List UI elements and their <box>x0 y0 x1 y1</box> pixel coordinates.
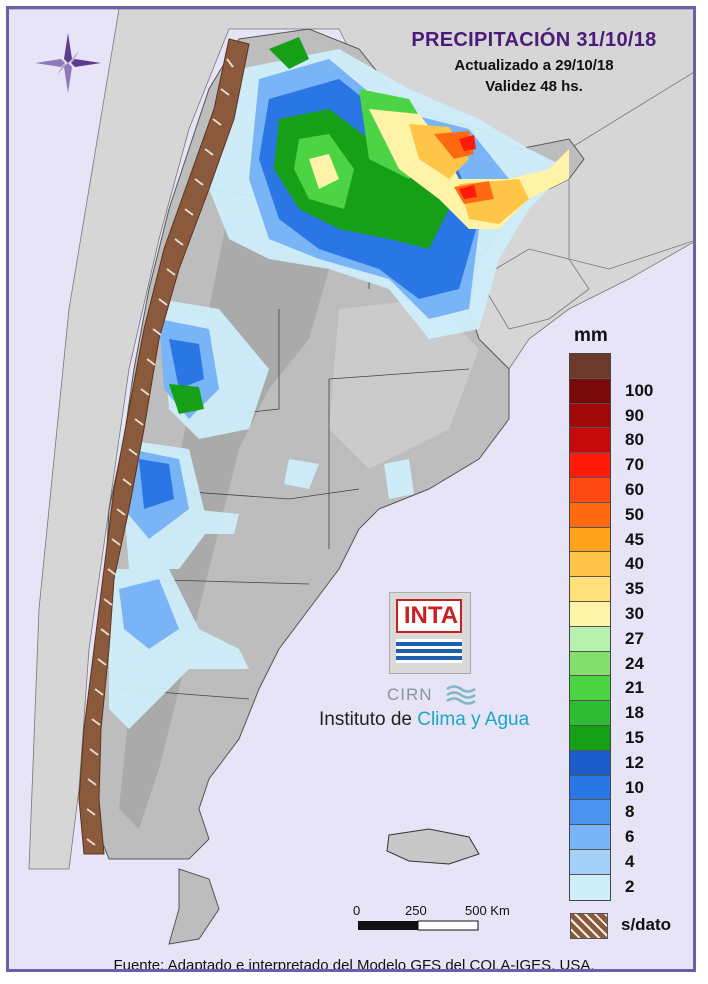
inta-logo-text: INTA <box>403 602 459 629</box>
cirn-logo-text: CIRN <box>387 685 433 704</box>
relief-light <box>329 299 479 469</box>
legend-label: 70 <box>625 455 644 475</box>
legend-label: 12 <box>625 752 644 772</box>
map-title: PRECIPITACIÓN 31/10/18 <box>411 29 657 51</box>
legend-swatch <box>570 825 610 850</box>
legend-swatch <box>570 626 610 652</box>
legend-label: 10 <box>625 777 644 797</box>
legend-label: 50 <box>625 504 644 524</box>
legend-swatch <box>570 502 610 528</box>
precipitation-map <box>9 9 693 945</box>
legend-label: 45 <box>625 529 644 549</box>
legend-swatch <box>570 725 610 751</box>
legend-swatch <box>570 378 610 404</box>
legend-swatch <box>570 775 610 801</box>
cirn-waves-icon <box>446 685 476 705</box>
source-footer: Fuente: Adaptado e interpretado del Mode… <box>113 957 595 972</box>
inta-logo: INTA <box>389 592 471 674</box>
legend-label: 35 <box>625 579 644 599</box>
neighbor-land <box>9 9 693 870</box>
legend-unit: mm <box>574 325 608 346</box>
legend-label: 27 <box>625 628 644 648</box>
brazil-land <box>568 72 693 270</box>
scale-label-0: 0 <box>353 903 361 918</box>
tierra-del-fuego <box>168 868 220 945</box>
legend-label: 80 <box>625 430 644 450</box>
legend-label: 100 <box>625 380 654 400</box>
legend-label: 4 <box>625 852 635 871</box>
legend-swatch <box>570 701 610 726</box>
compass-rose-icon <box>35 33 101 93</box>
institute-name: Instituto de Clima y Agua <box>319 709 529 731</box>
map-subtitle: Actualizado a 29/10/18 Validez 48 hs. <box>399 55 669 97</box>
legend-swatch <box>570 453 610 478</box>
nodata-swatch <box>570 913 608 939</box>
institute-accent: Clima y Agua <box>417 709 530 730</box>
legend-swatch <box>570 601 610 627</box>
legend-label: 60 <box>625 480 644 499</box>
legend-swatch <box>570 651 610 677</box>
legend-label: 40 <box>625 554 644 574</box>
legend-swatch <box>570 403 610 429</box>
legend-swatch <box>570 577 610 602</box>
legend-swatch <box>570 874 610 900</box>
inta-logo-box: INTA <box>396 599 462 633</box>
updated-date: Actualizado a 29/10/18 <box>454 57 614 74</box>
legend-label: 24 <box>625 653 644 673</box>
legend-swatch <box>570 676 610 702</box>
legend-swatch <box>570 527 610 553</box>
nodata-label: s/dato <box>621 915 672 934</box>
legend-swatch <box>570 354 610 379</box>
validity-period: Validez 48 hs. <box>485 78 583 95</box>
legend-swatch <box>570 750 610 776</box>
legend-label: 21 <box>625 678 644 698</box>
legend-swatch <box>570 849 610 875</box>
nodata-andes <box>78 38 250 855</box>
legend-label: 15 <box>625 728 644 747</box>
map-frame: PRECIPITACIÓN 31/10/18 Actualizado a 29/… <box>6 6 696 972</box>
legend-swatch <box>570 800 610 826</box>
legend-label: 2 <box>625 876 635 896</box>
legend-label: 8 <box>625 802 635 822</box>
institute-prefix: Instituto de <box>319 709 418 730</box>
legend-label: 30 <box>625 604 644 623</box>
nodata-hatch <box>86 58 234 846</box>
precip-70mm <box>459 135 477 199</box>
legend-swatch <box>570 477 610 503</box>
legend-label: 90 <box>625 405 644 425</box>
inta-logo-stripes <box>396 639 462 663</box>
scale-bar <box>358 920 479 931</box>
uruguay-land <box>478 248 590 330</box>
legend-swatch <box>570 428 610 454</box>
legend-label: 6 <box>625 827 635 847</box>
legend-label: 18 <box>625 703 644 723</box>
legend-swatch <box>570 552 610 578</box>
malvinas-islands <box>386 828 480 865</box>
scale-label-250: 250 <box>405 903 427 918</box>
scale-label-500: 500 Km <box>465 903 510 918</box>
precipitation-legend <box>569 353 611 901</box>
